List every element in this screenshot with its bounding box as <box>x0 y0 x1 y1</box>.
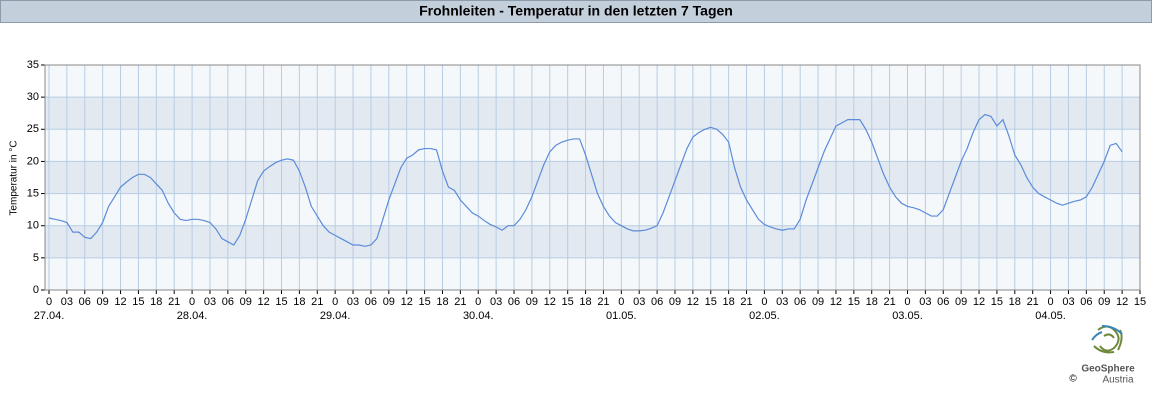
x-tick-label: 12 <box>830 296 842 308</box>
y-axis-label: Temperatur in °C <box>9 140 20 215</box>
x-tick-label: 06 <box>794 296 806 308</box>
x-tick-label: 0 <box>761 296 767 308</box>
x-tick-label: 15 <box>275 296 287 308</box>
x-tick-label: 0 <box>475 296 481 308</box>
temperature-line <box>48 113 1123 247</box>
y-tick-label: 30 <box>27 91 39 103</box>
x-tick-label: 06 <box>365 296 377 308</box>
x-tick-label: 09 <box>955 296 967 308</box>
date-label: 04.05. <box>1035 310 1066 322</box>
logo: GeoSphere Austria © <box>1069 325 1135 386</box>
y-tick-label: 25 <box>27 123 39 135</box>
logo-name: GeoSphere <box>1081 364 1135 375</box>
x-tick-label: 09 <box>812 296 824 308</box>
x-tick-label: 18 <box>436 296 448 308</box>
x-tick-label: 03 <box>347 296 359 308</box>
x-tick-label: 0 <box>46 296 52 308</box>
x-tick-label: 06 <box>937 296 949 308</box>
x-tick-label: 0 <box>332 296 338 308</box>
y-tick-label: 0 <box>33 284 39 296</box>
logo-icon <box>1091 325 1123 341</box>
copyright: © <box>1069 374 1077 385</box>
x-tick-label: 06 <box>79 296 91 308</box>
x-tick-label: 0 <box>1048 296 1054 308</box>
x-tick-label: 06 <box>651 296 663 308</box>
x-tick-label: 15 <box>848 296 860 308</box>
plot-frame <box>44 64 1141 291</box>
x-tick-label: 12 <box>257 296 269 308</box>
x-tick-label: 12 <box>973 296 985 308</box>
x-tick-label: 09 <box>383 296 395 308</box>
x-tick-label: 03 <box>776 296 788 308</box>
date-label: 02.05. <box>749 310 780 322</box>
x-tick-label: 12 <box>687 296 699 308</box>
x-tick-label: 15 <box>562 296 574 308</box>
x-tick-label: 03 <box>61 296 73 308</box>
date-label: 27.04. <box>34 310 65 322</box>
x-tick-label: 09 <box>526 296 538 308</box>
chart-title: Frohnleiten - Temperatur in den letzten … <box>419 3 733 19</box>
x-tick-label: 18 <box>293 296 305 308</box>
y-tick-label: 10 <box>27 220 39 232</box>
x-tick-label: 03 <box>633 296 645 308</box>
x-tick-label: 03 <box>490 296 502 308</box>
x-tick-label: 12 <box>1116 296 1128 308</box>
band <box>45 97 1140 130</box>
x-tick-label: 12 <box>544 296 556 308</box>
x-tick-label: 03 <box>204 296 216 308</box>
x-tick-label: 03 <box>1062 296 1074 308</box>
x-tick-label: 18 <box>150 296 162 308</box>
band <box>45 225 1140 258</box>
x-tick-label: 06 <box>222 296 234 308</box>
date-label: 28.04. <box>177 310 208 322</box>
x-tick-label: 21 <box>454 296 466 308</box>
x-tick-label: 06 <box>508 296 520 308</box>
x-tick-label: 15 <box>132 296 144 308</box>
x-tick-label: 09 <box>97 296 109 308</box>
x-tick-label: 0 <box>618 296 624 308</box>
logo-icon <box>1093 325 1123 354</box>
x-tick-label: 18 <box>866 296 878 308</box>
x-tick-label: 0 <box>904 296 910 308</box>
logo-sub: Austria <box>1102 375 1134 386</box>
date-label: 03.05. <box>892 310 923 322</box>
y-tick-label: 20 <box>27 155 39 167</box>
x-tick-label: 0 <box>189 296 195 308</box>
x-tick-label: 21 <box>883 296 895 308</box>
date-label: 29.04. <box>320 310 351 322</box>
x-tick-label: 12 <box>401 296 413 308</box>
date-label: 30.04. <box>463 310 494 322</box>
x-tick-label: 21 <box>1027 296 1039 308</box>
x-tick-label: 21 <box>168 296 180 308</box>
x-tick-label: 15 <box>1134 296 1146 308</box>
y-tick-label: 5 <box>33 252 39 264</box>
x-tick-label: 12 <box>114 296 126 308</box>
x-tick-label: 18 <box>579 296 591 308</box>
x-tick-label: 15 <box>418 296 430 308</box>
x-tick-label: 09 <box>669 296 681 308</box>
x-tick-label: 09 <box>240 296 252 308</box>
x-tick-label: 15 <box>991 296 1003 308</box>
date-label: 01.05. <box>606 310 637 322</box>
x-tick-label: 21 <box>597 296 609 308</box>
y-tick-label: 35 <box>27 59 39 71</box>
x-tick-label: 21 <box>311 296 323 308</box>
x-tick-label: 18 <box>723 296 735 308</box>
x-tick-label: 15 <box>705 296 717 308</box>
x-tick-label: 03 <box>919 296 931 308</box>
x-tick-label: 18 <box>1009 296 1021 308</box>
x-tick-label: 21 <box>740 296 752 308</box>
y-tick-label: 15 <box>27 187 39 199</box>
x-tick-label: 09 <box>1098 296 1110 308</box>
x-tick-label: 06 <box>1080 296 1092 308</box>
